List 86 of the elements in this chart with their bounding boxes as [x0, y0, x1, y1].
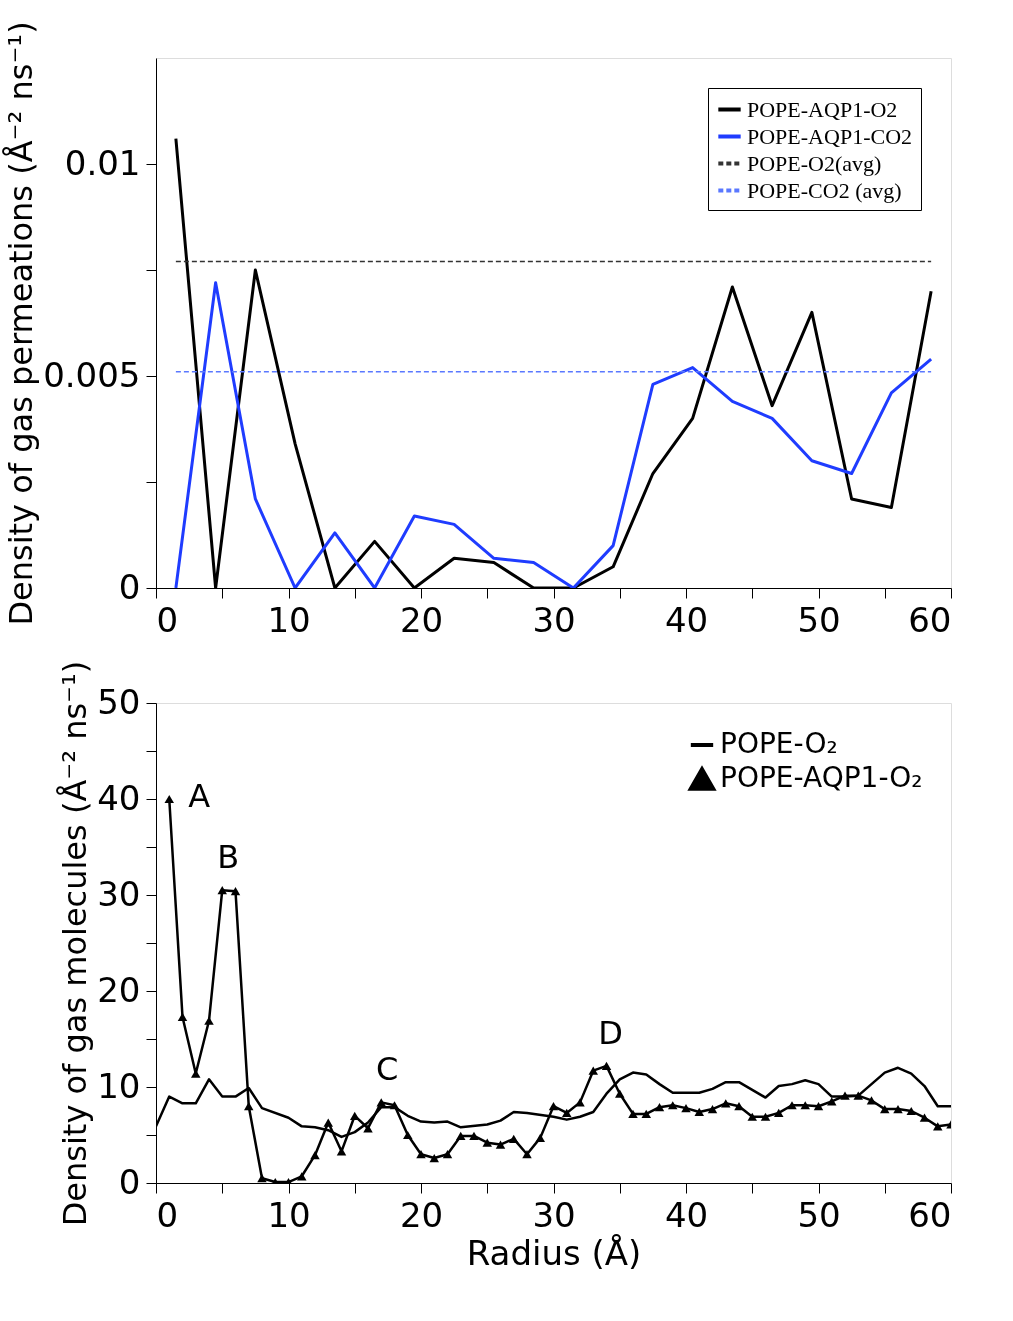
x-tick-label: 50: [797, 1194, 841, 1235]
point: [403, 1130, 413, 1140]
x-tick-label: 40: [664, 1194, 709, 1235]
point: [416, 1150, 426, 1159]
x-tick-label: 20: [399, 1194, 444, 1235]
point: [787, 1101, 797, 1110]
point: [522, 1150, 532, 1159]
x-tick-label: 0: [156, 1194, 179, 1235]
y-tick-label: 50: [97, 681, 141, 722]
y-tick-label: 0.01: [64, 142, 141, 183]
point: [866, 1096, 877, 1105]
point: [694, 1107, 704, 1117]
point: [813, 1102, 824, 1111]
legend-label: POPE-CO2 (avg): [747, 177, 902, 203]
point: [760, 1112, 771, 1121]
point: [336, 1147, 347, 1156]
legend-label: POPE-AQP1-CO2: [747, 123, 913, 149]
point: [601, 1061, 612, 1070]
x-axis-title: Radius (Å): [466, 1232, 642, 1273]
x-tick-label: 40: [664, 599, 709, 640]
point: [456, 1131, 466, 1141]
point: [734, 1102, 744, 1111]
legend-label: POPE-AQP1-O2: [747, 96, 898, 122]
x-tick-label: 20: [399, 599, 444, 640]
y-tick-label: 30: [97, 873, 141, 914]
x-tick-label: 50: [797, 599, 841, 640]
point: [880, 1104, 890, 1114]
point: [164, 794, 174, 804]
point: [257, 1174, 267, 1183]
point: [323, 1118, 333, 1127]
point: [297, 1172, 307, 1181]
annotation: C: [376, 1050, 399, 1089]
point: [509, 1134, 519, 1143]
point: [800, 1101, 810, 1110]
point: [588, 1066, 598, 1075]
point: [893, 1104, 903, 1114]
point: [469, 1131, 479, 1141]
x-tick-label: 60: [908, 599, 952, 640]
point: [774, 1108, 784, 1118]
y-tick-label: 0: [118, 566, 141, 607]
point: [429, 1153, 439, 1163]
point: [681, 1104, 691, 1113]
point: [654, 1103, 665, 1112]
annotation: D: [598, 1013, 623, 1052]
legend-label: POPE-AQP1-O₂: [720, 761, 923, 794]
point: [217, 886, 227, 895]
point: [641, 1109, 651, 1118]
y-tick-label: 0.005: [43, 354, 141, 395]
point: [310, 1151, 320, 1160]
y-tick-label: 20: [97, 969, 141, 1010]
x-tick-label: 60: [908, 1194, 952, 1235]
point: [628, 1109, 638, 1118]
point: [827, 1097, 837, 1106]
point: [919, 1113, 930, 1122]
y-tick-label: 0: [118, 1161, 141, 1202]
legend-label: POPE-O2(avg): [747, 150, 882, 176]
point: [548, 1102, 559, 1111]
point: [668, 1101, 678, 1110]
point: [495, 1140, 506, 1149]
point: [204, 1016, 214, 1025]
annotation: A: [188, 777, 211, 815]
point: [615, 1089, 625, 1098]
point: [389, 1101, 400, 1110]
point: [230, 887, 241, 896]
x-tick-label: 30: [532, 599, 576, 640]
x-tick-label: 10: [267, 1194, 311, 1235]
point: [562, 1108, 572, 1118]
annotation: B: [217, 838, 240, 877]
point: [906, 1106, 916, 1116]
point: [442, 1150, 453, 1159]
point: [244, 1102, 254, 1111]
point: [535, 1133, 545, 1142]
x-tick-label: 0: [156, 599, 179, 640]
y-axis-title: Density of gas permeations (Å⁻² ns⁻¹): [2, 21, 41, 626]
point: [707, 1104, 718, 1114]
point: [363, 1124, 373, 1133]
x-tick-label: 10: [267, 599, 311, 640]
point: [350, 1111, 360, 1120]
y-tick-label: 40: [97, 777, 141, 818]
x-tick-label: 30: [532, 1194, 576, 1235]
point: [482, 1138, 492, 1147]
legend-label: POPE-O₂: [720, 727, 838, 760]
y-axis-title: Density of gas molecules (Å⁻² ns⁻¹): [56, 660, 95, 1227]
line-series: [174, 281, 933, 588]
y-tick-label: 10: [97, 1065, 141, 1106]
point: [747, 1112, 757, 1121]
